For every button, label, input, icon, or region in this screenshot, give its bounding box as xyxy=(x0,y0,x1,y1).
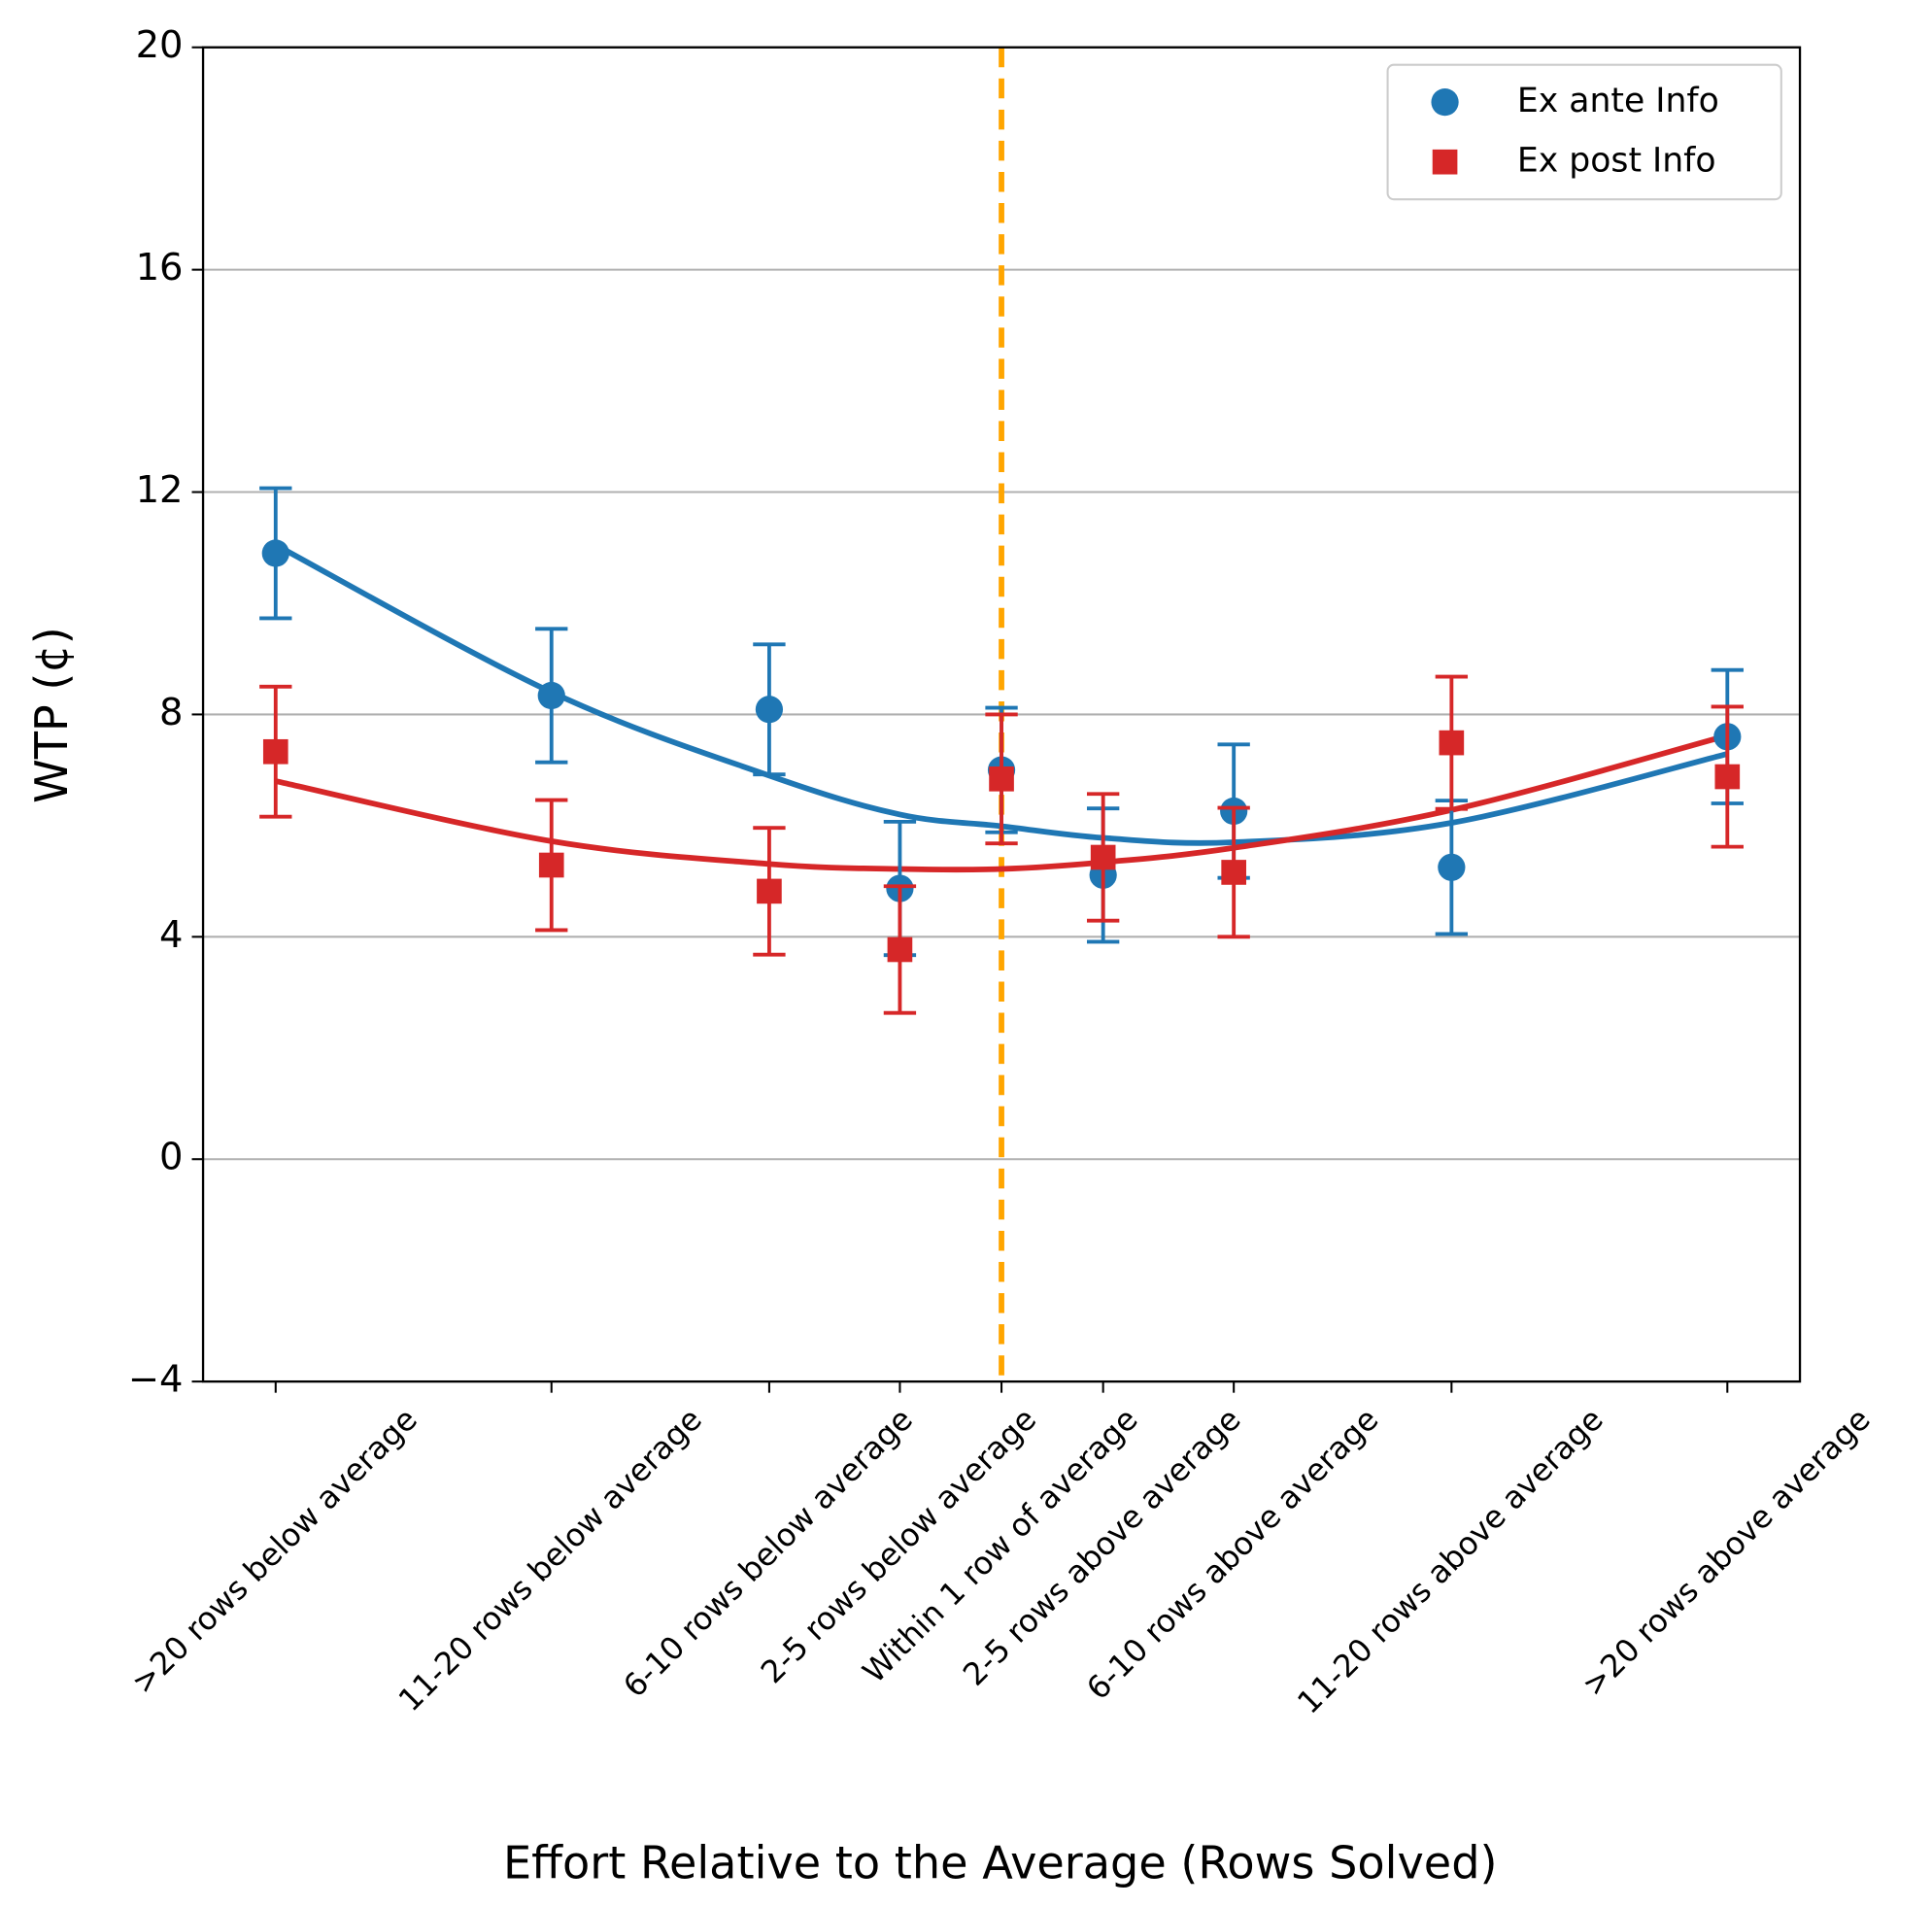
x-tick-label: >20 rows above average xyxy=(1575,1401,1878,1704)
data-point xyxy=(887,936,913,963)
x-axis-label: Effort Relative to the Average (Rows Sol… xyxy=(503,1836,1497,1889)
legend-marker xyxy=(1431,88,1459,117)
data-point xyxy=(261,539,289,567)
data-point xyxy=(1090,844,1116,870)
legend-label: Ex post Info xyxy=(1517,142,1716,181)
y-axis-label: WTP (¢) xyxy=(25,627,78,803)
data-point xyxy=(262,738,288,765)
legend-box xyxy=(1386,63,1782,201)
legend-marker xyxy=(1432,149,1458,175)
data-point xyxy=(989,766,1014,792)
legend-label: Ex ante Info xyxy=(1517,82,1719,120)
y-tick-label: −4 xyxy=(128,1358,184,1402)
y-tick-label: 16 xyxy=(136,246,184,289)
x-tick-label: >20 rows below average xyxy=(124,1401,424,1701)
y-tick-label: 4 xyxy=(159,913,183,957)
data-point xyxy=(538,852,564,878)
data-point xyxy=(755,696,784,724)
y-tick-label: 20 xyxy=(136,23,184,67)
plot-frame xyxy=(201,46,1802,1383)
data-point xyxy=(1714,764,1741,790)
y-tick-label: 0 xyxy=(159,1136,183,1179)
data-point xyxy=(537,681,565,710)
data-point xyxy=(757,878,782,904)
data-point xyxy=(1439,730,1465,756)
fit-line xyxy=(275,732,1729,873)
y-tick-label: 8 xyxy=(159,691,183,734)
data-point xyxy=(1438,853,1466,881)
y-tick-label: 12 xyxy=(136,468,184,512)
data-point xyxy=(1221,860,1246,885)
